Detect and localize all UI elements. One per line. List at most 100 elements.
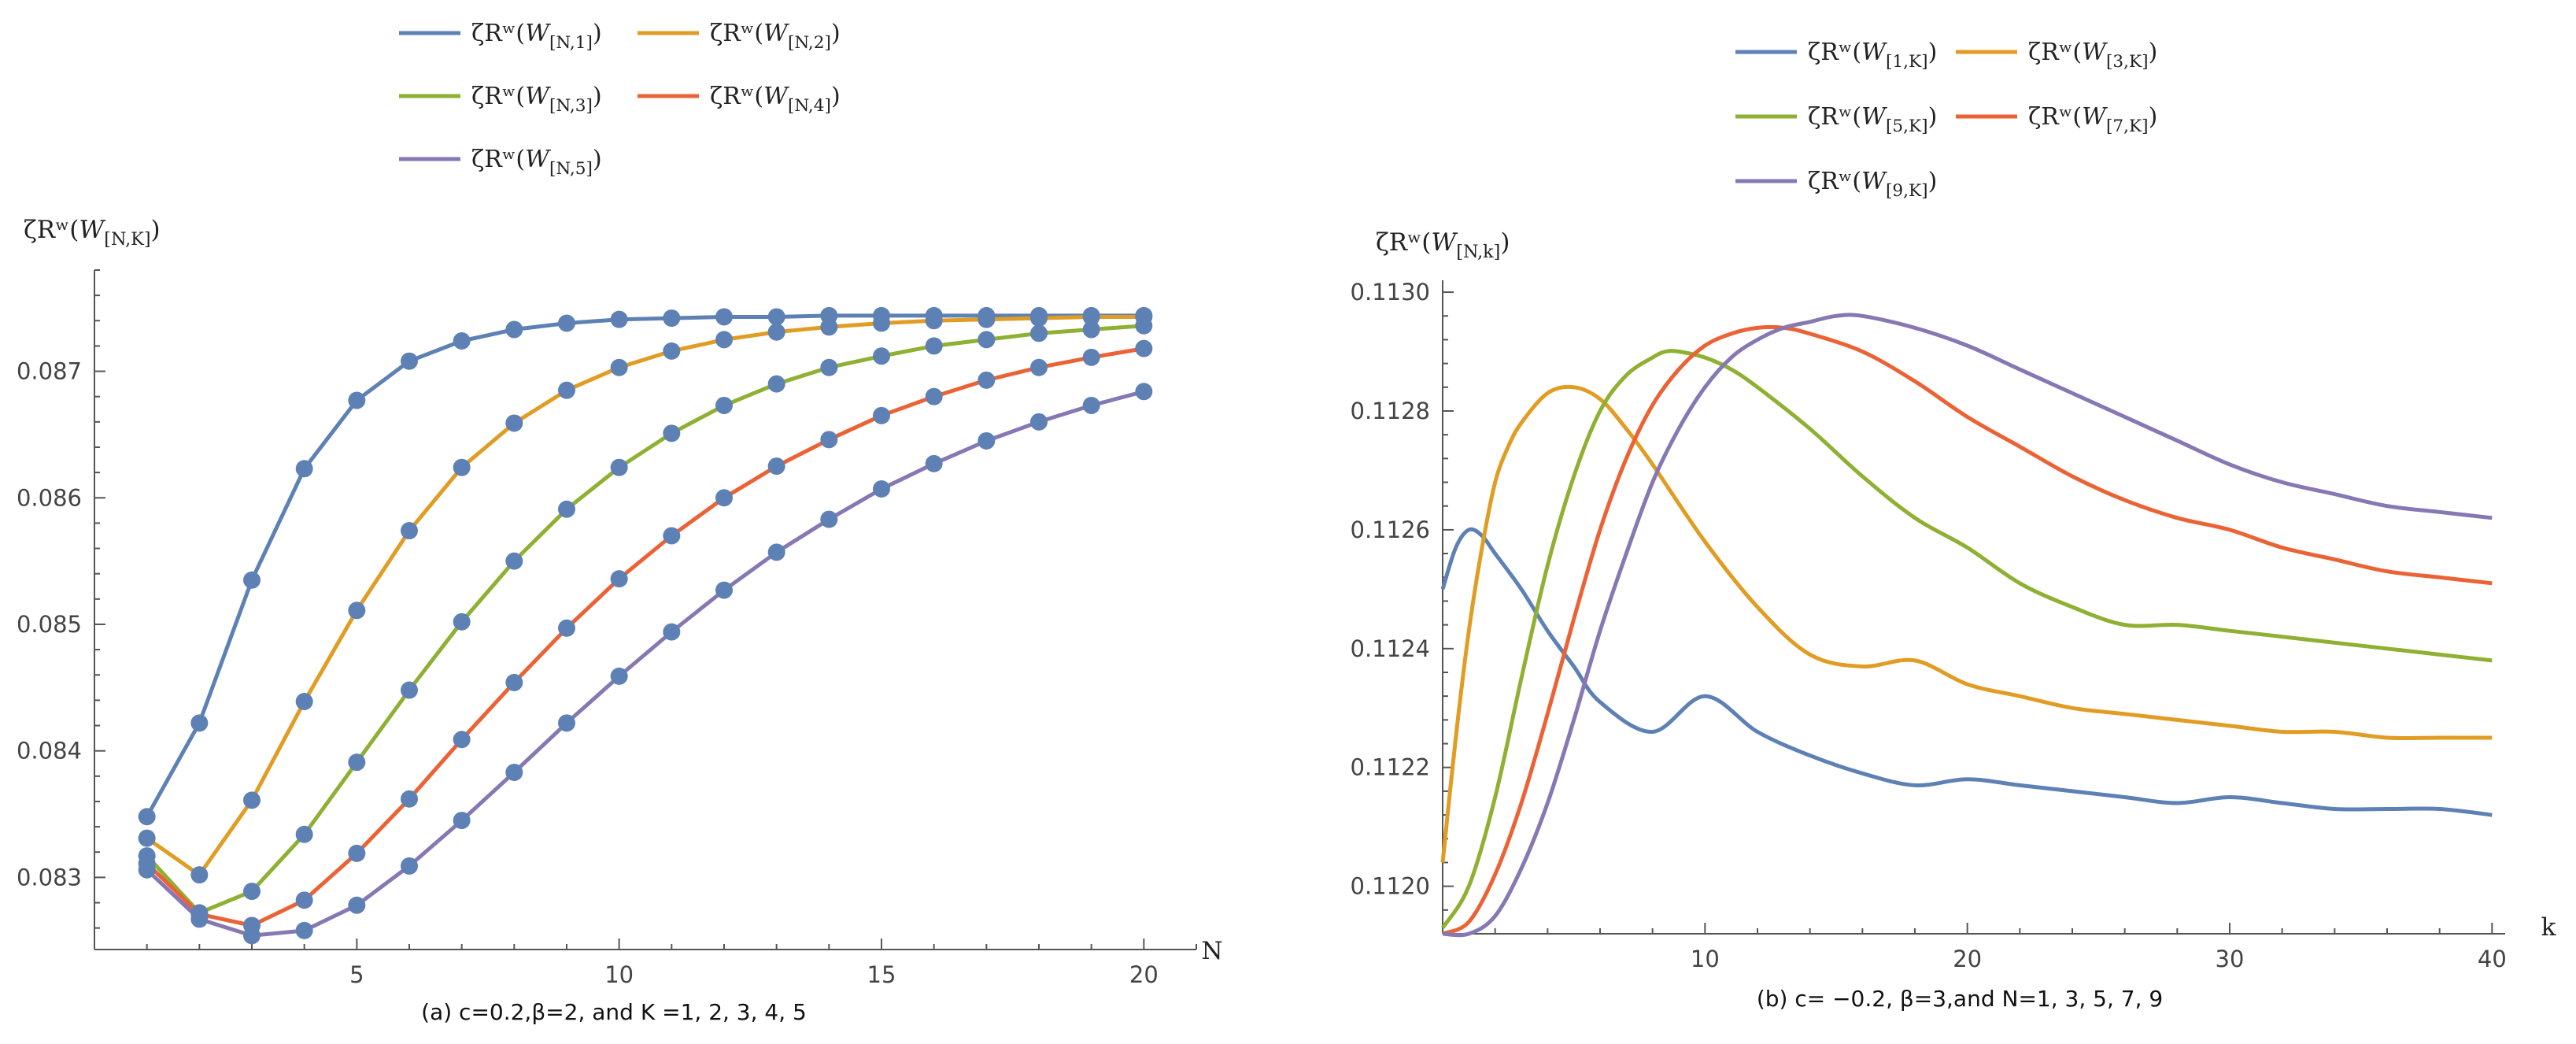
legend-entry-4: ζRʷ(W[N,4])	[638, 83, 841, 116]
series-line-2	[146, 315, 1144, 877]
data-point	[715, 581, 733, 599]
data-point	[401, 681, 418, 699]
data-point	[505, 552, 523, 570]
x-tick-label: 10	[1691, 946, 1720, 972]
x-tick-label: 15	[867, 961, 896, 988]
data-point	[348, 391, 366, 409]
legend-label: ζRʷ(W[N,1])	[471, 20, 602, 53]
data-point	[401, 857, 418, 875]
data-point	[925, 387, 943, 405]
data-point	[453, 331, 471, 350]
legend-entry-5: ζRʷ(W[9,K])	[1735, 168, 1937, 201]
data-point	[453, 731, 471, 749]
data-point	[978, 331, 996, 349]
data-point	[925, 454, 943, 472]
data-point	[820, 358, 838, 376]
data-point	[978, 310, 996, 328]
y-tick-label: 0.086	[17, 484, 82, 511]
y-tick-label: 0.1120	[1351, 873, 1430, 900]
data-point	[715, 489, 733, 507]
data-point	[138, 829, 156, 847]
legend-label: ζRʷ(W[N,2])	[710, 20, 841, 53]
chart-caption: (b) c= −0.2, β=3,and N=1, 3, 5, 7, 9	[1757, 986, 2163, 1012]
data-point	[873, 480, 890, 498]
data-point	[1082, 396, 1100, 414]
data-point	[663, 342, 681, 360]
data-point	[610, 667, 628, 685]
y-axis-label: ζRʷ(W[N,k])	[1376, 228, 1510, 262]
data-point	[558, 381, 575, 399]
chart-a: 5 10 15 20 0.083 0.084 0.085 0.086 0.087 ζRʷ(W[N,…	[17, 20, 1223, 1025]
x-tick-label: 30	[2216, 946, 2245, 972]
chart-caption: (a) c=0.2,β=2, and K =1, 2, 3, 4, 5	[421, 999, 807, 1025]
data-point	[820, 431, 838, 449]
data-point	[505, 320, 523, 339]
y-tick-label: 0.1122	[1351, 754, 1430, 781]
data-point	[401, 790, 418, 808]
data-point	[190, 714, 209, 732]
y-tick-label: 0.087	[17, 358, 82, 385]
series-line-4	[145, 346, 1144, 927]
series-line-1	[145, 313, 1144, 818]
data-point	[873, 406, 890, 424]
x-axis-label: k	[2541, 913, 2556, 942]
data-point	[190, 866, 209, 884]
x-tick-label: 40	[2478, 946, 2507, 972]
legend-label: ζRʷ(W[7,K])	[2028, 103, 2157, 136]
y-tick-label: 0.085	[17, 611, 82, 638]
data-point	[767, 323, 785, 341]
y-tick-label: 0.1128	[1351, 398, 1430, 424]
data-point	[663, 527, 681, 545]
data-point	[243, 883, 261, 901]
data-point	[558, 619, 575, 637]
data-point	[610, 458, 628, 476]
legend-label: ζRʷ(W[N,3])	[471, 83, 602, 116]
data-point	[348, 753, 366, 772]
x-axis-label: N	[1201, 937, 1222, 965]
data-point	[243, 791, 261, 809]
x-tick-label: 10	[604, 961, 634, 988]
data-point	[295, 891, 313, 909]
y-tick-label: 0.1126	[1351, 516, 1430, 543]
data-point	[663, 309, 681, 328]
x-tick-label: 5	[349, 961, 364, 988]
data-point	[295, 825, 313, 843]
data-point	[1030, 309, 1048, 328]
data-point	[243, 927, 261, 945]
data-point	[453, 458, 471, 476]
data-point	[925, 312, 943, 330]
data-point	[978, 431, 996, 450]
data-point	[1030, 358, 1048, 376]
data-point	[1082, 320, 1100, 339]
data-point	[401, 352, 418, 370]
data-point	[138, 861, 156, 879]
data-point	[663, 424, 681, 442]
chart-b: 10 20 30 40 0.1120 0.1122 0.1124 0.1126 0.1128 0.…	[1351, 39, 2556, 1012]
data-point	[348, 602, 366, 620]
data-point	[873, 347, 890, 365]
data-point	[348, 844, 366, 862]
y-tick-label: 0.1130	[1351, 279, 1430, 305]
data-point	[1030, 324, 1048, 342]
legend-entry-3: ζRʷ(W[N,3])	[399, 83, 602, 116]
legend-entry-2: ζRʷ(W[3,K])	[1956, 39, 2157, 72]
data-point	[767, 543, 785, 561]
data-point	[820, 318, 838, 336]
data-point	[295, 460, 313, 478]
data-point	[453, 812, 471, 830]
legend-entry-4: ζRʷ(W[7,K])	[1956, 103, 2157, 136]
series-line-3	[145, 324, 1144, 915]
data-point	[610, 310, 628, 328]
data-point	[505, 673, 523, 691]
legend-label: ζRʷ(W[1,K])	[1808, 39, 1937, 72]
series-line-5	[1442, 313, 2493, 938]
series-line-4	[1441, 324, 2493, 936]
series-line-2	[1440, 384, 2493, 863]
data-point	[243, 571, 261, 589]
y-tick-label: 0.083	[17, 864, 82, 890]
data-point	[505, 764, 523, 782]
data-point	[558, 714, 575, 732]
data-point	[767, 457, 785, 476]
data-point	[1135, 339, 1153, 357]
